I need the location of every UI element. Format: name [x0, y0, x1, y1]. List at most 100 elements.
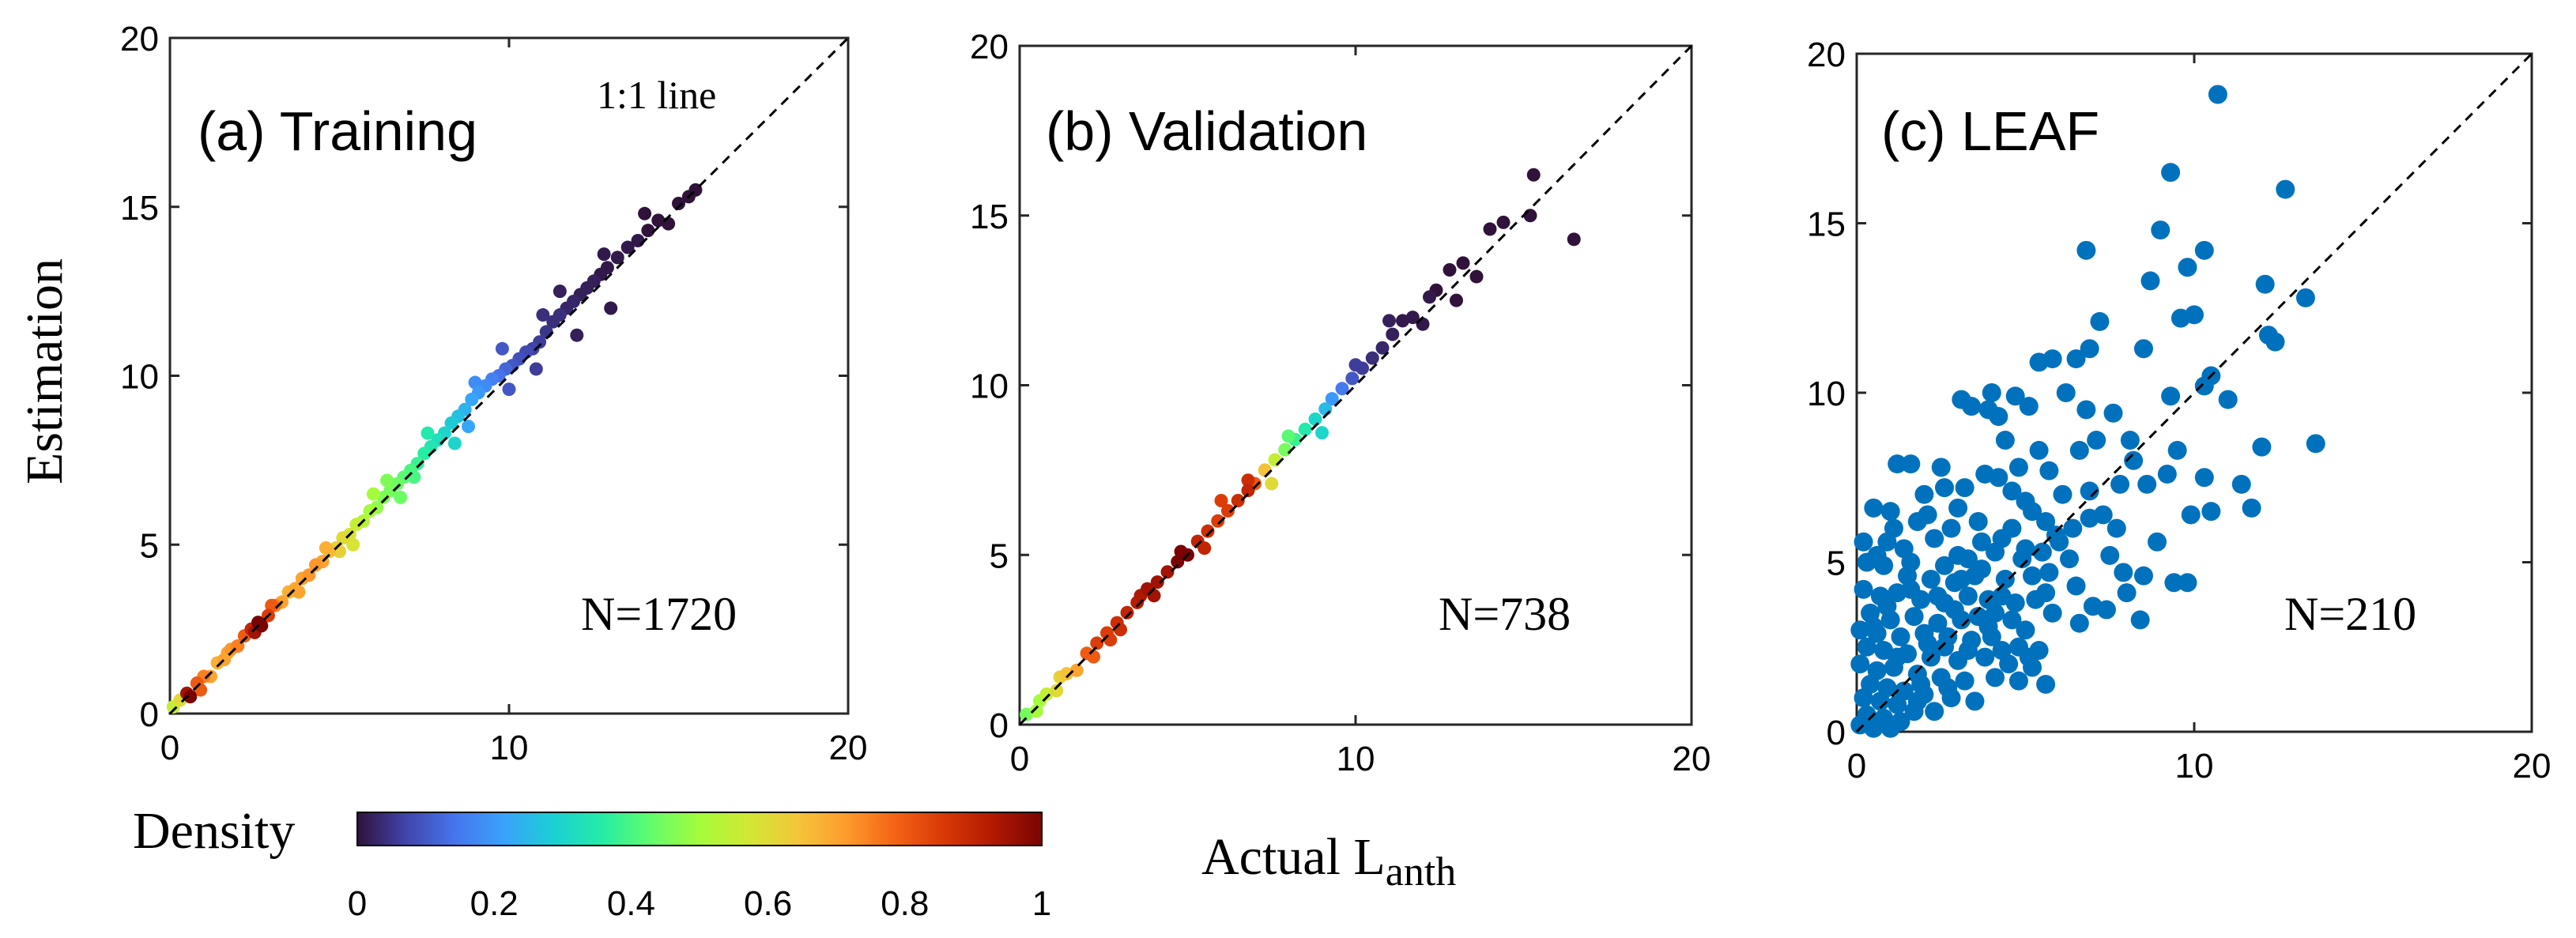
data-point: [1992, 641, 2012, 661]
one-to-one-annotation: 1:1 line: [597, 73, 716, 117]
x-tick-label: 10: [2175, 747, 2214, 785]
y-tick-label: 5: [990, 537, 1009, 575]
data-point: [1958, 586, 1978, 606]
data-point: [2036, 674, 2056, 694]
data-point: [1931, 458, 1951, 477]
data-point: [2194, 240, 2214, 260]
data-point: [1114, 623, 1127, 637]
data-point: [2161, 386, 2181, 406]
data-point: [1962, 397, 1982, 416]
data-point: [183, 690, 198, 704]
data-point: [1989, 468, 2008, 488]
data-point: [2265, 332, 2285, 352]
data-point: [1325, 392, 1339, 406]
data-point: [1174, 544, 1188, 559]
data-point: [2005, 593, 2025, 612]
data-point: [2133, 339, 2153, 359]
data-point: [1211, 514, 1225, 528]
data-point: [2039, 563, 2059, 582]
data-point: [1907, 691, 1927, 711]
data-point: [1039, 687, 1054, 701]
data-point: [597, 247, 611, 262]
y-tick-label: 5: [140, 526, 159, 565]
one-to-one-line: [1855, 52, 2533, 733]
data-point: [1935, 478, 1955, 498]
data-point: [462, 420, 476, 434]
data-point: [2124, 450, 2144, 470]
data-point: [1952, 569, 1971, 589]
data-point: [1941, 518, 1961, 538]
data-point: [1315, 426, 1329, 440]
data-point: [651, 213, 666, 228]
data-point: [2171, 308, 2190, 328]
data-point: [1020, 707, 1033, 721]
data-point: [1375, 341, 1390, 355]
data-point: [1986, 668, 2005, 687]
data-point: [336, 531, 350, 545]
data-point: [2076, 400, 2096, 420]
y-tick-label: 0: [140, 695, 159, 734]
data-point: [1197, 541, 1212, 556]
y-tick-label: 10: [970, 367, 1009, 406]
y-tick-label: 15: [120, 189, 159, 228]
data-point: [638, 206, 652, 220]
data-point: [2069, 613, 2089, 633]
panel-title: (c) LEAF: [1881, 100, 2099, 162]
y-axis-label: Estimation: [16, 258, 74, 484]
data-point: [1992, 529, 2012, 548]
data-point: [1171, 555, 1185, 569]
data-point: [1087, 650, 1100, 664]
data-point: [2076, 240, 2096, 260]
colorbar-tick-label: 0.2: [470, 884, 519, 923]
panel-b-validation: 0 10 20 0 5 10 15 20 (b) Validation N=738: [970, 28, 1710, 778]
data-point: [1944, 600, 1964, 620]
y-tick-label: 5: [1827, 544, 1846, 583]
data-point: [2255, 274, 2275, 294]
data-point: [1891, 627, 1910, 646]
y-tick-label: 15: [1807, 205, 1846, 244]
data-point: [2012, 549, 2032, 569]
data-point: [1348, 358, 1363, 372]
data-point: [1120, 605, 1134, 620]
data-point: [1854, 579, 1873, 599]
data-point: [2151, 220, 2171, 240]
data-point: [604, 301, 618, 315]
data-point: [1345, 371, 1360, 386]
data-point: [2161, 163, 2181, 183]
data-point: [1335, 382, 1349, 396]
data-point: [1888, 454, 1907, 474]
data-point: [2063, 518, 2083, 538]
data-point: [1925, 529, 1944, 548]
data-point: [1278, 443, 1292, 457]
data-point: [1416, 317, 1430, 331]
colorbar: Density 0 0.2 0.4 0.6 0.8 1: [133, 802, 1051, 923]
y-tick-label: 10: [1807, 375, 1846, 413]
data-point: [1901, 454, 1921, 474]
data-point: [1526, 168, 1541, 182]
y-tick-label: 20: [120, 20, 159, 58]
data-point: [2096, 600, 2116, 620]
y-tick-label: 20: [970, 28, 1009, 66]
data-point: [2103, 403, 2123, 423]
data-point: [1971, 532, 1991, 552]
data-point: [2080, 508, 2099, 528]
data-point: [1308, 412, 1322, 426]
data-point: [1298, 422, 1312, 436]
data-point: [1029, 704, 1043, 718]
data-point: [2002, 610, 2022, 630]
data-point: [1935, 556, 1955, 575]
data-point: [2137, 474, 2157, 494]
y-tick-label: 0: [1827, 714, 1846, 752]
data-point: [553, 284, 567, 299]
data-point: [495, 341, 509, 356]
data-point: [1423, 290, 1436, 304]
data-point: [2090, 311, 2110, 331]
data-point: [319, 541, 333, 556]
data-point: [1918, 505, 1937, 525]
data-point: [1955, 478, 1974, 498]
data-point: [2008, 458, 2028, 477]
data-point: [2117, 583, 2137, 603]
data-point: [1103, 633, 1118, 647]
colorbar-tick-label: 0.6: [744, 884, 792, 923]
data-point: [1281, 429, 1296, 443]
